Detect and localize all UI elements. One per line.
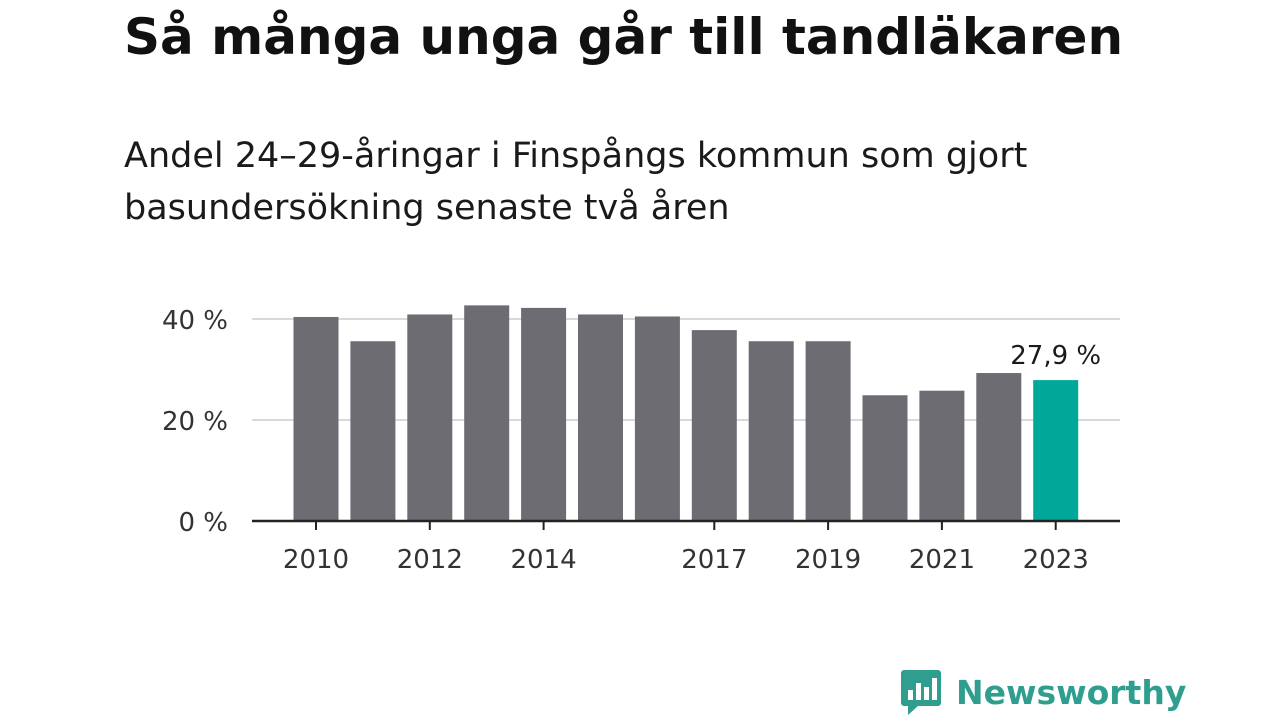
x-tick-label: 2021 — [909, 545, 975, 575]
bar-2018 — [748, 341, 794, 521]
chart-bubble-icon — [901, 670, 941, 715]
brand-logo: Newsworthy — [900, 668, 1186, 716]
bar-2012 — [407, 314, 453, 521]
brand-name: Newsworthy — [956, 672, 1187, 712]
y-tick-label: 0 % — [178, 508, 228, 538]
bar-2021 — [919, 390, 965, 521]
bar-2015 — [578, 314, 623, 521]
bar-2011 — [350, 341, 396, 521]
bar-2019 — [805, 341, 851, 521]
bar-2010 — [293, 316, 339, 521]
axes — [252, 519, 1120, 530]
x-tick-label: 2012 — [397, 545, 463, 575]
bar-2022 — [976, 373, 1022, 521]
bar-2023 — [1033, 380, 1079, 521]
x-tick-label: 2017 — [681, 545, 747, 575]
bar-2017 — [691, 330, 737, 521]
labels: 0 % 20 % 40 % 2010 2012 2014 2017 2019 2021 2023 2… — [162, 306, 1101, 575]
gridlines — [252, 318, 1120, 421]
bars — [293, 305, 1079, 521]
bar-2014 — [521, 307, 567, 521]
y-tick-label: 20 % — [162, 407, 228, 437]
data-label: 27,9 % — [1010, 341, 1101, 371]
y-tick-label: 40 % — [162, 306, 228, 336]
chart-subtitle: Andel 24–29-åringar i Finspångs kommun s… — [124, 136, 1028, 228]
chart-title: Så många unga går till tandläkaren — [124, 8, 1124, 66]
x-tick-label: 2019 — [795, 545, 861, 575]
bar-2013 — [464, 305, 510, 521]
x-tick-label: 2023 — [1023, 545, 1089, 575]
bar-2020 — [862, 395, 908, 521]
x-tick-label: 2014 — [511, 545, 577, 575]
x-tick-label: 2010 — [283, 545, 349, 575]
bar-2016 — [634, 316, 680, 521]
